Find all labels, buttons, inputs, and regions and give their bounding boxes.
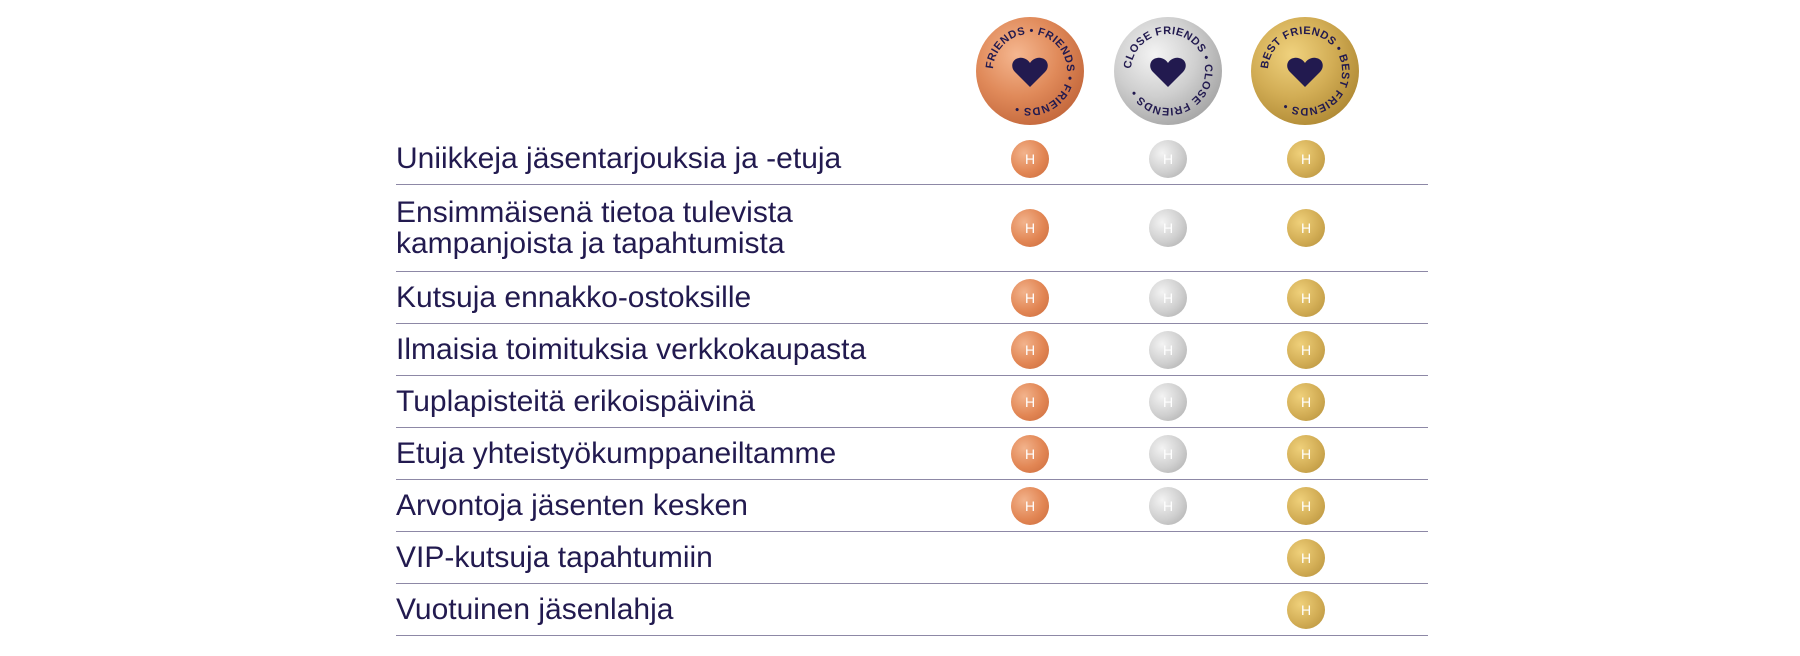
friends-check-icon: H [1011,278,1049,317]
best-friends-check-icon: H [1287,590,1325,629]
close-friends-check-icon: H [1149,209,1187,247]
benefit-label: Ilmaisia toimituksia verkkokaupasta [396,333,867,366]
best-friends-check-icon: H [1287,209,1325,247]
close-friends-check-icon: H [1149,382,1187,421]
best-friends-check-icon: H [1287,434,1325,473]
benefit-row: VIP-kutsuja tapahtumiin H [396,532,1428,584]
benefit-row: Ensimmäisenä tietoa tulevista kampanjois… [396,185,1428,272]
close-friends-check-icon: H [1149,139,1187,178]
benefit-row: Vuotuinen jäsenlahja H [396,584,1428,636]
badge-graphic: BEST FRIENDS • BEST FRIENDS • [1251,17,1359,125]
best-friends-check-icon: H [1287,330,1325,369]
friends-check-icon: H [1011,486,1049,525]
heart-icon [1150,57,1186,87]
friends-check-icon: H [1011,382,1049,421]
benefit-row: Ilmaisia toimituksia verkkokaupasta H H … [396,324,1428,376]
heart-icon [1287,57,1323,87]
friends-check-icon: H [1011,434,1049,473]
best-friends-check-icon: H [1287,278,1325,317]
close-friends-check-icon: H [1149,278,1187,317]
close-friends-check-icon: H [1149,486,1187,525]
benefit-label: VIP-kutsuja tapahtumiin [396,541,713,574]
benefit-rows: Uniikkeja jäsentarjouksia ja -etuja H H … [396,133,1428,636]
benefit-label: Kutsuja ennakko-ostoksille [396,281,752,314]
badge-graphic: FRIENDS • FRIENDS • FRIENDS • [976,17,1084,125]
best-friends-check-icon: H [1287,486,1325,525]
benefit-row: Etuja yhteistyökumppaneiltamme H H H [396,428,1428,480]
best-friends-check-icon: H [1287,382,1325,421]
best-friends-check-icon: H [1287,538,1325,577]
close-friends-badge: CLOSE FRIENDS • CLOSE FRIENDS • [1113,16,1223,126]
benefit-label: Ensimmäisenä tietoa tulevista kampanjois… [396,196,793,260]
benefit-label: Uniikkeja jäsentarjouksia ja -etuja [396,142,842,175]
best-friends-check-icon: H [1287,139,1325,178]
friends-check-icon: H [1011,209,1049,247]
close-friends-check-icon: H [1149,434,1187,473]
best-friends-badge: BEST FRIENDS • BEST FRIENDS • [1250,16,1360,126]
benefit-row: Arvontoja jäsenten kesken H H H [396,480,1428,532]
benefit-row: Tuplapisteitä erikoispäivinä H H H [396,376,1428,428]
benefit-row: Uniikkeja jäsentarjouksia ja -etuja H H … [396,133,1428,185]
close-friends-check-icon: H [1149,330,1187,369]
benefit-label: Etuja yhteistyökumppaneiltamme [396,437,837,470]
friends-badge: FRIENDS • FRIENDS • FRIENDS • [975,16,1085,126]
benefit-label: Vuotuinen jäsenlahja [396,593,674,626]
heart-icon [1012,57,1048,87]
benefit-label: Arvontoja jäsenten kesken [396,489,748,522]
benefit-label: Tuplapisteitä erikoispäivinä [396,385,756,418]
tier-badges: FRIENDS • FRIENDS • FRIENDS • CLOSE FRIE… [396,16,1428,126]
friends-check-icon: H [1011,330,1049,369]
badge-graphic: CLOSE FRIENDS • CLOSE FRIENDS • [1114,17,1222,125]
benefit-row: Kutsuja ennakko-ostoksille H H H [396,272,1428,324]
friends-check-icon: H [1011,139,1049,178]
